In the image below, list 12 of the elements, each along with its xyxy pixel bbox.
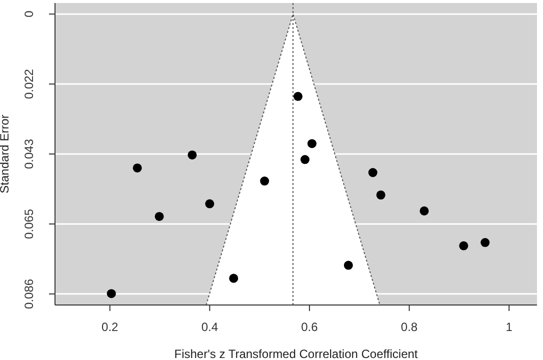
y-tick-label: 0.022 — [22, 68, 36, 100]
x-tick-label: 0.4 — [201, 320, 218, 334]
y-tick-label: 0.065 — [22, 208, 36, 239]
y-tick-label: 0.086 — [22, 278, 36, 309]
x-tick-label: 0.2 — [102, 320, 119, 334]
x-tick-label: 1 — [506, 320, 513, 334]
x-axis-title: Fisher's z Transformed Correlation Coefficient — [174, 347, 418, 360]
x-tick-label: 0.8 — [400, 320, 418, 334]
y-tick-label: 0 — [22, 10, 36, 18]
x-tick-label: 0.6 — [301, 320, 318, 334]
y-axis-title: Standard Error — [0, 114, 12, 194]
y-tick-label: 0.043 — [22, 138, 36, 170]
